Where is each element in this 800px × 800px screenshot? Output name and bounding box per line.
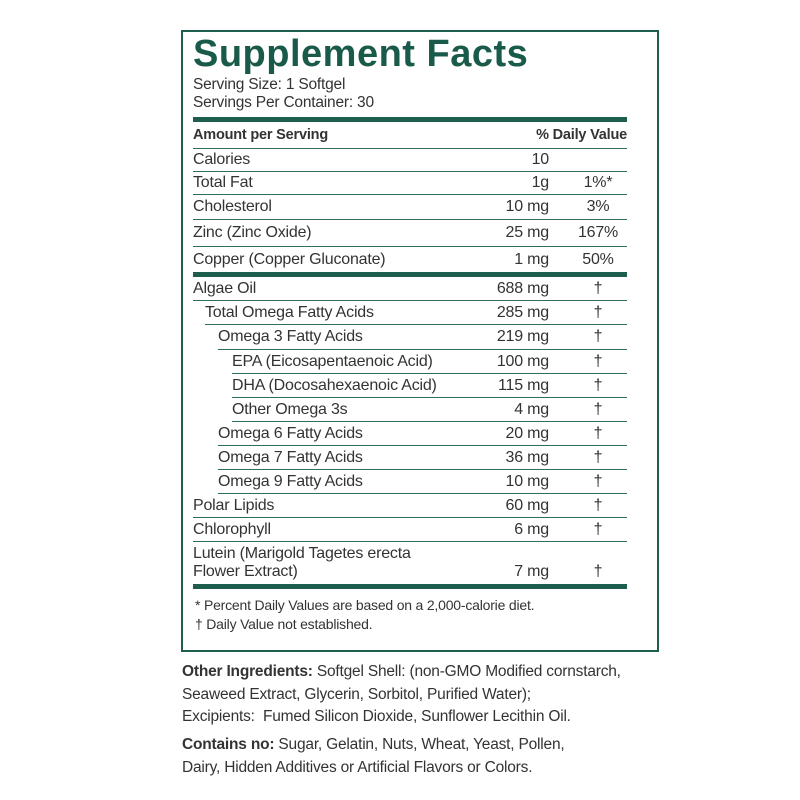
nutrient-name: Total Fat bbox=[193, 174, 253, 191]
nutrient-row: Calories 10 bbox=[193, 149, 627, 172]
amount: 7 mg bbox=[514, 563, 549, 580]
other-ingredients: Other Ingredients: Softgel Shell: (non-G… bbox=[182, 661, 621, 729]
nutrient-name: Lutein (Marigold Tagetes erecta Flower Ex… bbox=[193, 545, 439, 581]
daily-value: † bbox=[593, 400, 603, 418]
label: Contains no: bbox=[182, 736, 275, 753]
daily-value: † bbox=[593, 352, 603, 370]
nutrient-row: Zinc (Zinc Oxide) 25 mg 167% bbox=[193, 220, 627, 247]
daily-value: 167% bbox=[577, 224, 619, 241]
amount: 10 mg bbox=[505, 472, 550, 490]
serving-size: Serving Size: 1 Softgel bbox=[193, 76, 346, 93]
daily-value: † bbox=[593, 520, 603, 538]
nutrient-name: Total Omega Fatty Acids bbox=[205, 303, 374, 321]
amount: 6 mg bbox=[514, 520, 549, 538]
amount: 4 mg bbox=[514, 400, 549, 418]
daily-value: † bbox=[593, 448, 603, 466]
nutrient-name: Calories bbox=[193, 151, 251, 168]
label: Other Ingredients: bbox=[182, 663, 313, 680]
text: Sugar, Gelatin, Nuts, Wheat, Yeast, Poll… bbox=[278, 736, 565, 753]
nutrient-row: DHA (Docosahexaenoic Acid) 115 mg † bbox=[232, 374, 627, 398]
daily-value: † bbox=[593, 472, 603, 490]
nutrient-row: EPA (Eicosapentaenoic Acid) 100 mg † bbox=[232, 350, 627, 374]
nutrient-name: Polar Lipids bbox=[193, 496, 275, 514]
amount-header: Amount per Serving bbox=[193, 127, 328, 143]
contains-no: Contains no: Sugar, Gelatin, Nuts, Wheat… bbox=[182, 734, 565, 779]
daily-value: † bbox=[593, 496, 603, 514]
nutrient-row: Omega 9 Fatty Acids 10 mg † bbox=[218, 470, 627, 494]
nutrient-name: Other Omega 3s bbox=[232, 400, 348, 418]
daily-value: † bbox=[593, 279, 603, 297]
amount: 10 bbox=[531, 151, 550, 168]
text: Dairy, Hidden Additives or Artificial Fl… bbox=[182, 758, 533, 776]
title: Supplement Facts bbox=[193, 33, 529, 75]
amount: 1 mg bbox=[514, 250, 549, 268]
column-header: Amount per Serving % Daily Value bbox=[193, 122, 627, 149]
facts-panel: Supplement Facts Serving Size: 1 Softgel… bbox=[181, 30, 659, 652]
nutrient-row: Total Fat 1g 1%* bbox=[193, 172, 627, 195]
daily-value: 1%* bbox=[583, 174, 613, 191]
nutrient-row: Omega 7 Fatty Acids 36 mg † bbox=[218, 446, 627, 470]
nutrient-row: Total Omega Fatty Acids 285 mg † bbox=[205, 301, 627, 325]
amount: 219 mg bbox=[496, 328, 549, 345]
footnote: † Daily Value not established. bbox=[195, 616, 373, 632]
nutrient-name: Cholesterol bbox=[193, 198, 272, 215]
nutrient-name: Omega 7 Fatty Acids bbox=[218, 448, 363, 466]
nutrient-name: Omega 6 Fatty Acids bbox=[218, 424, 363, 442]
nutrient-row: Cholesterol 10 mg 3% bbox=[193, 195, 627, 220]
nutrient-name: Algae Oil bbox=[193, 279, 257, 297]
nutrient-name: Zinc (Zinc Oxide) bbox=[193, 224, 312, 241]
nutrient-name: EPA (Eicosapentaenoic Acid) bbox=[232, 352, 433, 370]
daily-value: † bbox=[593, 328, 603, 345]
nutrient-row: Algae Oil 688 mg † bbox=[193, 277, 627, 301]
name-line: Flower Extract) bbox=[193, 563, 298, 580]
nutrient-row: Other Omega 3s 4 mg † bbox=[232, 398, 627, 422]
nutrient-name: DHA (Docosahexaenoic Acid) bbox=[232, 376, 437, 394]
daily-value: 3% bbox=[586, 198, 610, 215]
daily-value: † bbox=[593, 303, 603, 321]
amount: 285 mg bbox=[496, 303, 549, 321]
amount: 25 mg bbox=[505, 224, 550, 241]
servings-per-container: Servings Per Container: 30 bbox=[193, 94, 374, 111]
nutrient-name: Omega 3 Fatty Acids bbox=[218, 328, 363, 345]
nutrient-row: Copper (Copper Gluconate) 1 mg 50% bbox=[193, 247, 627, 272]
amount: 1g bbox=[531, 174, 550, 191]
text: Softgel Shell: (non-GMO Modified cornsta… bbox=[316, 663, 621, 680]
daily-value: † bbox=[593, 563, 603, 580]
footnote: * Percent Daily Values are based on a 2,… bbox=[195, 597, 535, 613]
dv-header: % Daily Value bbox=[536, 127, 627, 143]
name-line: Lutein (Marigold Tagetes erecta bbox=[193, 545, 411, 562]
nutrient-name: Copper (Copper Gluconate) bbox=[193, 250, 386, 268]
daily-value: 50% bbox=[582, 250, 614, 268]
divider bbox=[193, 117, 627, 122]
amount: 36 mg bbox=[505, 448, 550, 466]
amount: 10 mg bbox=[505, 198, 550, 215]
amount: 115 mg bbox=[498, 376, 549, 394]
nutrient-row: Chlorophyll 6 mg † bbox=[193, 518, 627, 542]
daily-value: † bbox=[593, 424, 603, 442]
text: Excipients: Fumed Silicon Dioxide, Sunfl… bbox=[182, 708, 571, 725]
nutrient-row: Omega 6 Fatty Acids 20 mg † bbox=[218, 422, 627, 446]
amount: 60 mg bbox=[505, 496, 550, 514]
nutrient-name: Omega 9 Fatty Acids bbox=[218, 472, 363, 490]
amount: 100 mg bbox=[496, 352, 549, 370]
amount: 20 mg bbox=[505, 424, 550, 442]
amount: 688 mg bbox=[496, 279, 549, 297]
text: Seaweed Extract, Glycerin, Sorbitol, Pur… bbox=[182, 685, 531, 703]
divider bbox=[193, 272, 627, 277]
nutrient-row: Lutein (Marigold Tagetes erecta Flower Ex… bbox=[193, 542, 627, 584]
divider bbox=[193, 584, 627, 589]
nutrient-row: Omega 3 Fatty Acids 219 mg † bbox=[218, 325, 627, 350]
nutrient-name: Chlorophyll bbox=[193, 520, 271, 538]
nutrient-row: Polar Lipids 60 mg † bbox=[193, 494, 627, 518]
daily-value: † bbox=[593, 376, 603, 394]
